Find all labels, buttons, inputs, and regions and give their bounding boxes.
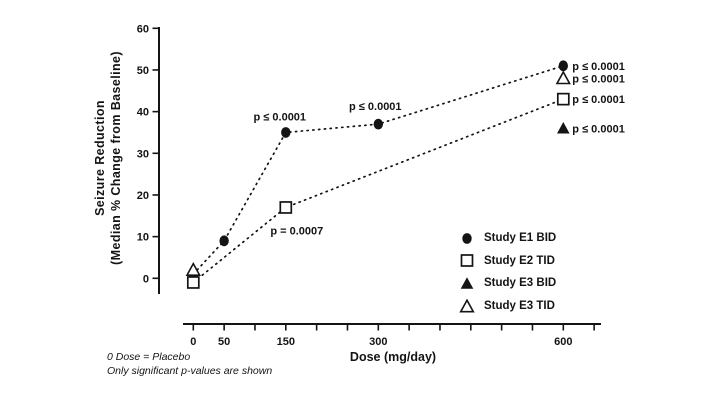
y-tick-label: 20	[137, 190, 149, 202]
y-axis: 0 10 20 30 40 50 60	[137, 23, 160, 294]
y-tick-label: 10	[137, 232, 149, 244]
p-value-label: p = 0.0007	[270, 225, 323, 237]
point-study-e1-bid-50mg	[219, 235, 229, 247]
x-axis: 0 50 150 300 600	[183, 323, 601, 348]
legend-label: Study E3 TID	[484, 300, 555, 313]
y-axis-title: Seizure Reduction (Median % Change from …	[92, 51, 125, 265]
x-tick-label: 150	[277, 336, 295, 348]
chart-legend: Study E1 BID Study E2 TID Study E3 BID Stud…	[459, 227, 556, 317]
point-study-e2-tid-0mg	[186, 276, 200, 289]
footnotes: 0 Dose = Placebo Only significant p-valu…	[107, 351, 272, 378]
filled-triangle-glyph	[460, 277, 474, 289]
y-axis-title-line2: (Median % Change from Baseline)	[109, 51, 123, 265]
p-value-label: p ≤ 0.0001	[572, 61, 625, 73]
series-study-e3-tid: p ≤ 0.0001	[185, 70, 625, 276]
y-tick-label: 0	[143, 273, 149, 285]
p-value-label: p ≤ 0.0001	[349, 101, 402, 113]
series-study-e2-tid: p = 0.0007 p ≤ 0.0001	[186, 92, 625, 289]
point-study-e1-bid-300mg	[373, 118, 384, 130]
x-tick-label: 50	[218, 336, 230, 348]
x-tick-label: 300	[369, 336, 387, 348]
point-study-e2-tid-150mg	[279, 201, 293, 214]
footnote-pvalues: Only significant p-values are shown	[107, 364, 273, 377]
point-study-e3-tid-600mg	[555, 70, 571, 85]
p-value-label: p ≤ 0.0001	[572, 94, 625, 106]
y-axis-title-line1: Seizure Reduction	[92, 100, 107, 216]
footnote-placebo: 0 Dose = Placebo	[107, 351, 191, 363]
legend-item-study-e1-bid: Study E1 BID	[459, 227, 556, 250]
legend-label: Study E3 BID	[484, 277, 557, 290]
p-value-label: p ≤ 0.0001	[572, 123, 625, 135]
series-study-e3-bid: p ≤ 0.0001	[557, 121, 625, 135]
point-study-e1-bid-150mg	[281, 127, 291, 138]
open-square-glyph	[460, 254, 474, 268]
y-tick-label: 50	[137, 65, 149, 77]
open-triangle-icon	[459, 298, 475, 313]
point-study-e3-tid-0mg	[185, 262, 201, 276]
open-triangle-glyph	[459, 298, 475, 313]
legend-item-study-e2-tid: Study E2 TID	[459, 250, 556, 273]
filled-triangle-icon	[460, 277, 474, 289]
p-value-label: p ≤ 0.0001	[572, 73, 625, 85]
y-tick-label: 40	[137, 107, 149, 119]
y-tick-label: 30	[137, 148, 149, 160]
y-tick-label: 60	[137, 23, 149, 35]
open-square-icon	[460, 254, 474, 268]
point-study-e2-tid-600mg	[556, 92, 570, 106]
point-study-e3-bid-600mg	[557, 121, 570, 134]
filled-circle-icon	[462, 232, 472, 244]
x-tick-label: 600	[554, 336, 572, 348]
legend-label: Study E1 BID	[484, 232, 557, 245]
legend-item-study-e3-tid: Study E3 TID	[459, 295, 556, 318]
filled-circle-glyph	[462, 232, 472, 244]
legend-label: Study E2 TID	[484, 254, 555, 267]
x-axis-title: Dose (mg/day)	[349, 350, 437, 364]
point-study-e1-bid-600mg	[558, 60, 569, 72]
legend-item-study-e3-bid: Study E3 BID	[459, 272, 556, 295]
x-tick-label: 0	[190, 336, 196, 348]
p-value-label: p ≤ 0.0001	[254, 111, 307, 123]
